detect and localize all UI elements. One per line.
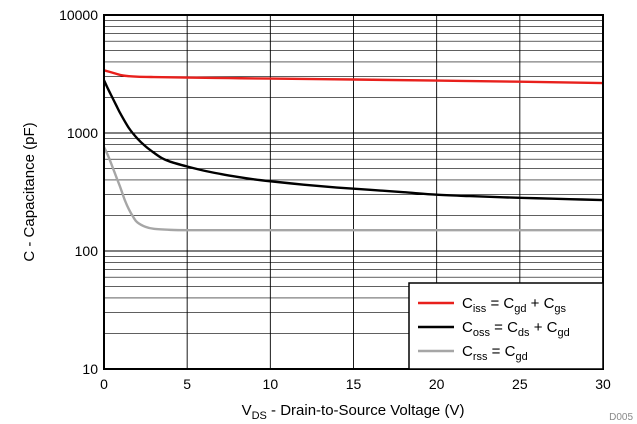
- series-line-ciss: [103, 69, 604, 85]
- grid: [104, 15, 603, 369]
- legend: Ciss = Cgd + Cgs Coss = Cds + Cgd Crss = C…: [408, 282, 604, 370]
- legend-label-coss: Coss = Cds + Cgd: [462, 319, 570, 339]
- x-axis-label-rest: - Drain-to-Source Voltage (V): [267, 402, 465, 419]
- x-tick-label: 15: [346, 376, 362, 392]
- series-line-coss: [102, 79, 604, 202]
- x-tick-label: 5: [183, 376, 191, 392]
- y-axis-ticks: 10 100 1000 10000: [59, 7, 98, 377]
- legend-label-ciss: Ciss = Cgd + Cgs: [462, 295, 567, 315]
- legend-items: Ciss = Cgd + Cgs Coss = Cds + Cgd Crss = C…: [418, 295, 570, 363]
- x-axis-label-base: V: [242, 402, 252, 419]
- x-tick-label: 10: [263, 376, 279, 392]
- y-tick-label: 10000: [59, 7, 98, 23]
- y-tick-label: 1000: [67, 125, 98, 141]
- x-tick-label: 25: [512, 376, 528, 392]
- series-lines: [102, 69, 604, 232]
- y-axis-label: C - Capacitance (pF): [21, 122, 38, 261]
- figure-code: D005: [609, 412, 633, 423]
- x-axis-ticks: 0 5 10 15 20 25 30: [100, 376, 611, 392]
- x-axis-label: VDS - Drain-to-Source Voltage (V): [242, 402, 465, 422]
- plot-frame: [103, 14, 604, 370]
- series-line-crss: [102, 146, 603, 232]
- y-tick-label: 100: [75, 243, 99, 259]
- legend-label-crss: Crss = Cgd: [462, 343, 528, 363]
- y-tick-label: 10: [82, 361, 98, 377]
- x-tick-label: 0: [100, 376, 108, 392]
- x-tick-label: 30: [595, 376, 611, 392]
- x-axis-label-subscript: DS: [252, 410, 267, 422]
- x-tick-label: 20: [429, 376, 445, 392]
